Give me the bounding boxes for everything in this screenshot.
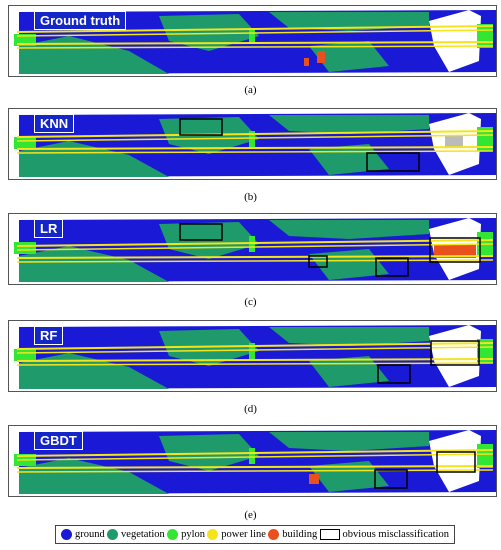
- panel-caption: (d): [244, 403, 257, 415]
- panel-rf: RF: [8, 320, 497, 392]
- legend: ground vegetation pylon power line build…: [55, 525, 455, 544]
- panel-label: Ground truth: [34, 11, 127, 30]
- vegetation-swatch-icon: [107, 529, 119, 540]
- legend-label: building: [282, 529, 318, 540]
- legend-item-power-line: power line: [207, 529, 266, 540]
- legend-item-building: building: [268, 529, 317, 540]
- legend-label: vegetation: [121, 529, 165, 540]
- legend-label: obvious misclassification: [342, 529, 449, 540]
- panel-caption: (e): [244, 509, 257, 521]
- legend-label: pylon: [181, 529, 205, 540]
- pointcloud-rf: [14, 325, 496, 389]
- legend-item-pylon: pylon: [167, 529, 205, 540]
- panel-label: GBDT: [34, 431, 83, 450]
- power-line-swatch-icon: [207, 529, 219, 540]
- legend-item-misclassification: obvious misclassification: [319, 529, 449, 540]
- pointcloud-gbdt: [14, 430, 496, 494]
- misclassification-box-icon: [319, 529, 340, 540]
- panel-lr: LR: [8, 213, 497, 285]
- panel-gbdt: GBDT: [8, 425, 497, 497]
- panel-caption: (b): [244, 191, 257, 203]
- panel-label: KNN: [34, 114, 75, 133]
- pointcloud-lr: [14, 218, 496, 282]
- panel-label: RF: [34, 326, 64, 345]
- pointcloud-ground-truth: [14, 10, 496, 74]
- panel-knn: KNN: [8, 108, 497, 180]
- legend-item-vegetation: vegetation: [107, 529, 165, 540]
- panel-ground-truth: Ground truth: [8, 5, 497, 77]
- legend-label: ground: [75, 529, 105, 540]
- ground-swatch-icon: [61, 529, 72, 540]
- pointcloud-knn: [14, 113, 496, 177]
- panel-caption: (a): [244, 84, 257, 96]
- panel-caption: (c): [244, 296, 257, 308]
- legend-item-ground: ground: [61, 529, 105, 540]
- legend-label: power line: [221, 529, 266, 540]
- panel-label: LR: [34, 219, 64, 238]
- building-swatch-icon: [268, 529, 280, 540]
- pylon-swatch-icon: [167, 529, 179, 540]
